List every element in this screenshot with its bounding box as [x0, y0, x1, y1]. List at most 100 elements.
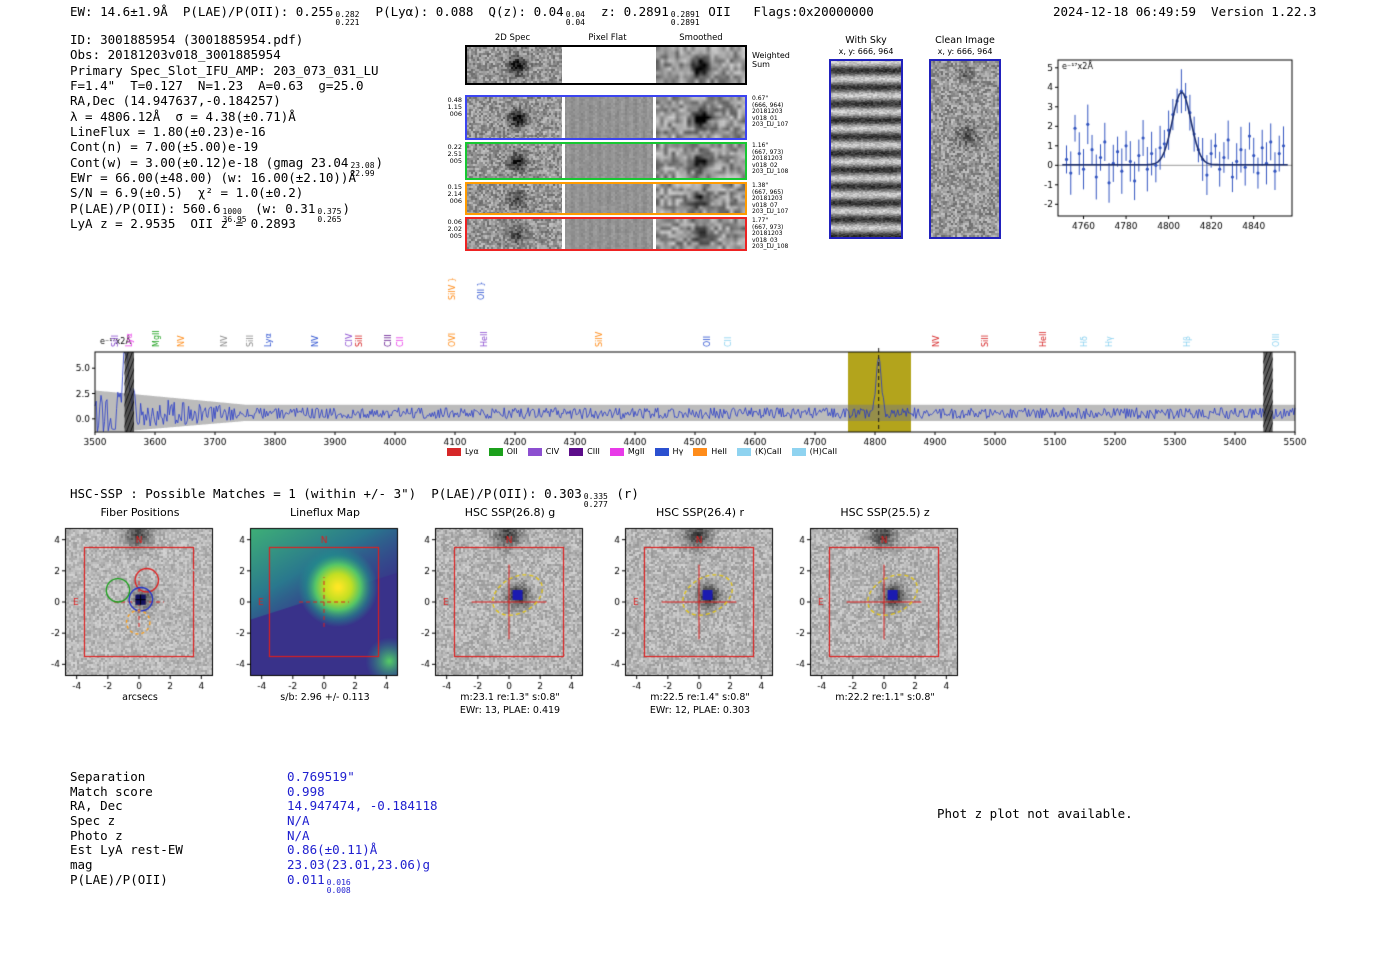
legend-label: Hγ: [672, 447, 684, 456]
text-segment: P(Lyα): 0.088 Q(z): 0.04: [360, 4, 564, 19]
legend-item-(H)CaII: (H)CaII: [791, 447, 838, 456]
text-segment: Cont(w) = 3.00(±0.12)e-18 (gmag 23.04: [70, 154, 349, 170]
cutout-caption-3-0: m:22.5 re:1.4" s:0.8": [650, 692, 750, 703]
spec2d-col-title-pixelflat: Pixel Flat: [588, 33, 627, 43]
full-spectrum-plot: [60, 260, 1310, 452]
spec2d-2dspec-image-row3: [467, 184, 562, 213]
cutout-image-fiber-0: [30, 520, 220, 702]
legend-swatch: [654, 447, 669, 456]
legend-label: MgII: [627, 447, 645, 456]
spec2d-row-1: [465, 95, 747, 140]
text-segment: z: 0.2891: [585, 4, 669, 19]
cutout-title-hsc-3: HSC SSP(26.4) r: [655, 506, 745, 519]
info-line-8: Cont(w) = 3.00(±0.12)e-18 (gmag 23.04 23.…: [70, 154, 384, 178]
spec2d-row-4-right-label: 1.77" (667, 973) 20181203 v018_03 203_LU_108: [752, 217, 789, 251]
legend-label: OII: [506, 447, 518, 456]
legend-swatch: [569, 447, 584, 456]
legend-swatch: [791, 447, 806, 456]
spec2d-col-title-2dspec: 2D Spec: [494, 33, 531, 43]
spec2d-2dspec-image-row1: [467, 97, 562, 138]
legend-label: CIV: [545, 447, 560, 456]
match-row-separation: Separation 0.769519": [70, 769, 438, 785]
stacked-uncertainty: 0.375 0.265: [317, 206, 342, 224]
legend-item-MgII: MgII: [609, 447, 645, 456]
text-segment: Cont(n) = 7.00(±5.00)e-19: [70, 139, 259, 155]
line-fit-plot: [1030, 48, 1302, 238]
match-row-photo-z: Photo z N/A: [70, 827, 438, 844]
stacked-uncertainty: 0.016 0.008: [326, 877, 351, 895]
legend-label: Lyα: [465, 447, 479, 456]
text-segment: LineFlux = 1.80(±0.23)e-16: [70, 124, 266, 140]
spec2d-2dspec-image-row0: [467, 47, 562, 83]
spec2d-smoothed-image-row1: [656, 97, 745, 138]
info-line-4: RA,Dec (14.947637,-0.184257): [70, 93, 383, 108]
match-row-value: 14.947474, -0.184118: [287, 798, 438, 813]
spec2d-pixelflat-image-row4: [565, 219, 653, 249]
cutout-title-fiber-0: Fiber Positions: [100, 506, 180, 519]
info-line-10: S/N = 6.9(±0.5) χ² = 1.0(±0.2): [70, 185, 383, 200]
spec2d-pixelflat-image-row2: [565, 144, 653, 178]
text-segment: S/N = 6.9(±0.5) χ² = 1.0(±0.2): [70, 185, 304, 201]
text-segment: EW: 14.6±1.9Å P(LAE)/P(OII): 0.255: [70, 4, 334, 19]
spec2d-smoothed-image-row4: [656, 219, 745, 249]
spec2d-row-1-left-label: 0.48 1.15 006: [447, 96, 462, 118]
match-row-est-lya-rest-ew: Est LyA rest-EW 0.86(±0.11)Å: [70, 842, 438, 858]
text-segment: RA,Dec (14.947637,-0.184257): [70, 93, 281, 109]
text-segment: Primary Spec_Slot_IFU_AMP: 203_073_031_L…: [70, 62, 379, 78]
stacked-uncertainty: 0.335 0.277: [583, 492, 608, 509]
cutout-image-hsc-4: [775, 520, 965, 702]
text-segment: ): [342, 200, 350, 216]
text-segment: HSC-SSP : Possible Matches = 1 (within +…: [70, 486, 582, 501]
legend-swatch: [447, 447, 461, 456]
text-segment: λ = 4806.12Å σ = 4.38(±0.71)Å: [70, 108, 296, 124]
match-table: Separation 0.769519" Match score 0.998 RA, D…: [70, 769, 438, 895]
match-row-value: 0.998: [287, 784, 325, 799]
legend-label: HeII: [711, 447, 727, 456]
match-row-value: 23.03(23.01,23.06)g: [287, 857, 430, 872]
stacked-uncertainty: 0.04 0.04: [565, 10, 585, 27]
text-segment: OII Flags:0x20000000: [700, 4, 874, 19]
match-row-match-score: Match score 0.998: [70, 783, 438, 800]
info-line-11: P(LAE)/P(OII): 560.6 1000 36.95 (w: 0.31 0.…: [70, 200, 383, 224]
cutout-title-hsc-4: HSC SSP(25.5) z: [840, 506, 930, 519]
text-segment: 0.769519": [287, 769, 355, 784]
match-row-label: P(LAE)/P(OII): [70, 871, 168, 887]
text-segment: (w: 0.31: [247, 200, 316, 216]
legend-label: (H)CaII: [809, 447, 838, 456]
match-row-label: Spec z: [70, 812, 116, 828]
header-summary: EW: 14.6±1.9Å P(LAE)/P(OII): 0.255 0.282 0…: [70, 4, 874, 27]
info-line-7: Cont(n) = 7.00(±5.00)e-19: [70, 139, 383, 154]
cutout-caption-1-0: s/b: 2.96 +/- 0.113: [280, 692, 370, 703]
with-sky-coords: x, y: 666, 964: [838, 47, 894, 56]
text-segment: F=1.4" T=0.127 N=1.23 A=0.63 g=25.0: [70, 78, 364, 94]
info-line-5: λ = 4806.12Å σ = 4.38(±0.71)Å: [70, 109, 383, 124]
match-row-label: Photo z: [70, 827, 123, 843]
text-segment: 0.011: [287, 871, 325, 887]
spec2d-row-4-left-label: 0.06 2.02 005: [447, 218, 462, 240]
photz-note: Phot z plot not available.: [937, 806, 1133, 821]
legend-label: (K)CaII: [754, 447, 782, 456]
cutout-caption-2-0: m:23.1 re:1.3" s:0.8": [460, 692, 560, 703]
legend-swatch: [488, 447, 503, 456]
spec2d-smoothed-image-row0: [656, 47, 745, 83]
match-row-mag: mag 23.03(23.01,23.06)g: [70, 857, 438, 873]
match-row-label: RA, Dec: [70, 798, 123, 814]
spec2d-smoothed-image-row2: [656, 144, 745, 178]
legend-item-CIV: CIV: [527, 447, 560, 456]
spec2d-row-0-right-label: Weighted Sum: [752, 51, 790, 69]
text-segment: (r): [608, 486, 639, 501]
cutout-title-lineflux-1: Lineflux Map: [289, 506, 361, 519]
cutout-caption-4-0: m:22.2 re:1.1" s:0.8": [835, 692, 935, 703]
text-segment: ): [375, 154, 384, 170]
text-segment: N/A: [287, 812, 310, 828]
match-row-p-lae-p-oii-: P(LAE)/P(OII) 0.011 0.016 0.008: [70, 871, 438, 895]
legend-swatch: [736, 447, 751, 456]
spec2d-row-2-left-label: 0.22 2.51 005: [447, 143, 462, 165]
spectrum-legend: Lyα OII CIV CIII MgII Hγ HeII (K)CaII (H)CaII: [447, 447, 837, 456]
stacked-uncertainty: 0.2891 0.2891: [670, 10, 700, 27]
text-segment: 23.03(23.01,23.06)g: [287, 856, 430, 872]
match-row-label: Est LyA rest-EW: [70, 842, 183, 858]
match-row-label: Match score: [70, 783, 153, 799]
detection-info-block: ID: 3001885954 (3001885954.pdf) Obs: 2018…: [70, 32, 383, 231]
legend-item-HeII: HeII: [693, 447, 727, 456]
